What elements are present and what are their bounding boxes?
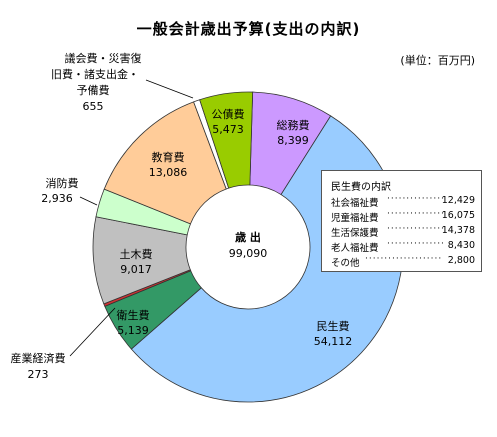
breakdown-label: 生活保護費 (331, 228, 379, 239)
pie-slice (103, 101, 227, 225)
leader-line (145, 79, 194, 99)
slice-value-label: 5,139 (117, 324, 149, 337)
slice-value-label: 655 (83, 100, 104, 113)
breakdown-value: 14,378 (441, 225, 475, 236)
pie-slice (199, 91, 254, 189)
slice-value-label: 13,086 (149, 166, 188, 179)
slice-value-label: 8,399 (277, 134, 309, 147)
slice-value-label: 2,936 (41, 192, 73, 205)
breakdown-label: 児童福祉費 (331, 213, 379, 224)
breakdown-label: 老人福祉費 (331, 243, 379, 254)
breakdown-box: 民生費の内訳 社会福祉費 ···························… (321, 170, 482, 272)
slice-name-label: 土木費 (120, 247, 153, 261)
center-label: 歳 出 (235, 230, 261, 244)
slice-value-label: 273 (28, 368, 49, 381)
slice-name-label: 衛生費 (117, 308, 150, 322)
slice-name-label: 公債費 (212, 107, 245, 121)
leader-line (79, 196, 98, 206)
breakdown-row: 社会福祉費 ··································… (331, 194, 475, 209)
breakdown-value: 16,075 (441, 210, 475, 221)
breakdown-label: その他 (331, 258, 360, 269)
unit-label: (単位：百万円) (400, 54, 475, 67)
slice-value-label: 9,017 (120, 263, 152, 276)
breakdown-row: その他 ·································· 2… (331, 254, 475, 269)
breakdown-label: 社会福祉費 (331, 198, 379, 209)
breakdown-title: 民生費の内訳 (331, 182, 391, 193)
center-value: 99,090 (229, 247, 268, 260)
slice-name-label: 教育費 (152, 150, 185, 164)
slice-name-label: 総務費 (277, 118, 310, 132)
slice-name-label: 産業経済費 (11, 351, 66, 365)
breakdown-row: 生活保護費 ··································… (331, 224, 475, 239)
breakdown-value: 12,429 (441, 195, 475, 206)
slice-name-label: 消防費 (46, 176, 79, 190)
slice-name-label: 予備費 (77, 83, 110, 97)
slice-name-label: 民生費 (317, 319, 350, 333)
slice-name-label: 旧費・諸支出金・ (51, 67, 139, 81)
breakdown-value: 2,800 (447, 255, 475, 266)
breakdown-value: 8,430 (447, 240, 475, 251)
slice-name-label: 議会費・災害復 (65, 51, 142, 65)
leader-line (69, 307, 116, 357)
chart-title: 一般会計歳出予算(支出の内訳) (136, 20, 361, 38)
slice-value-label: 54,112 (314, 335, 353, 348)
breakdown-row: 老人福祉費 ··································… (331, 239, 475, 254)
breakdown-row: 児童福祉費 ··································… (331, 209, 475, 224)
slice-value-label: 5,473 (212, 123, 244, 136)
